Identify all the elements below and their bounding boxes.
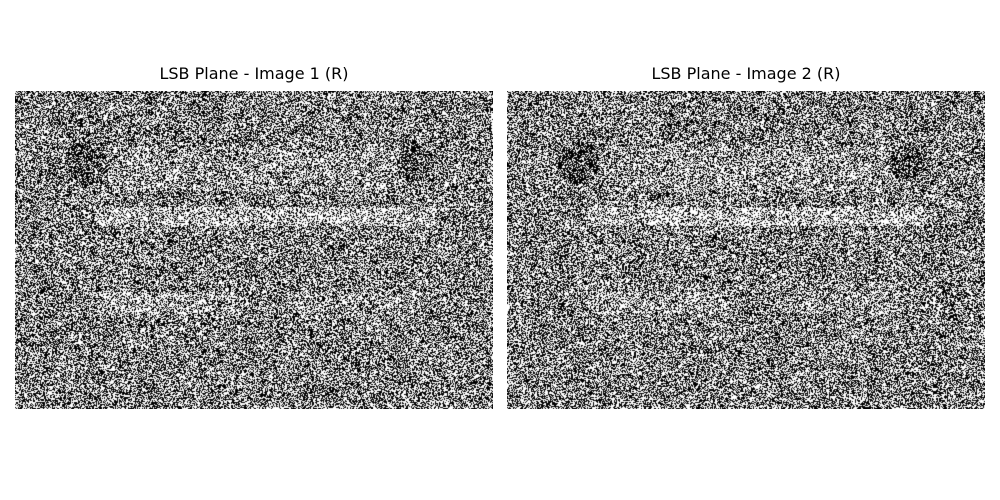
panel-title-image-2: LSB Plane - Image 2 (R)	[651, 64, 841, 83]
lsb-plane-image-1	[15, 91, 493, 409]
panel-title-image-1: LSB Plane - Image 1 (R)	[159, 64, 349, 83]
lsb-plane-image-2	[507, 91, 985, 409]
